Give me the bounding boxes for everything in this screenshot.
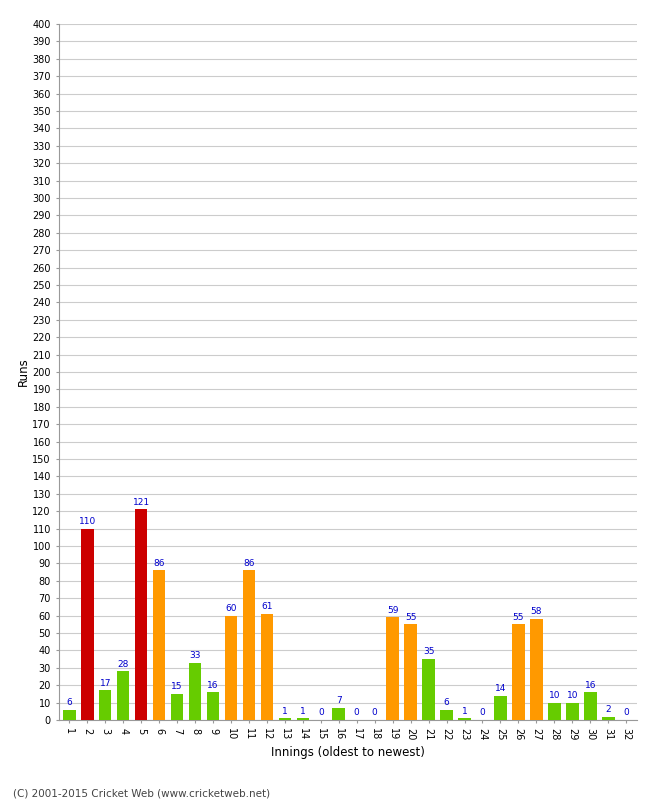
Bar xyxy=(261,614,273,720)
Bar xyxy=(602,717,614,720)
Bar xyxy=(458,718,471,720)
Text: 1: 1 xyxy=(300,706,306,716)
Bar xyxy=(404,624,417,720)
Text: 121: 121 xyxy=(133,498,150,507)
Bar xyxy=(440,710,453,720)
Bar xyxy=(99,690,112,720)
Bar xyxy=(422,659,435,720)
Text: 10: 10 xyxy=(567,691,578,700)
Text: 14: 14 xyxy=(495,684,506,693)
Y-axis label: Runs: Runs xyxy=(16,358,29,386)
Text: 15: 15 xyxy=(172,682,183,691)
Bar xyxy=(207,692,219,720)
Bar xyxy=(117,671,129,720)
Bar xyxy=(530,619,543,720)
Bar xyxy=(225,616,237,720)
Bar xyxy=(584,692,597,720)
Text: 28: 28 xyxy=(118,660,129,669)
Bar xyxy=(188,662,202,720)
Bar xyxy=(296,718,309,720)
Text: 35: 35 xyxy=(423,647,434,657)
Bar xyxy=(242,570,255,720)
Text: 55: 55 xyxy=(513,613,524,622)
Bar xyxy=(63,710,75,720)
X-axis label: Innings (oldest to newest): Innings (oldest to newest) xyxy=(271,746,424,758)
Text: 60: 60 xyxy=(225,604,237,613)
Text: 6: 6 xyxy=(444,698,449,707)
Text: 58: 58 xyxy=(530,607,542,617)
Text: 17: 17 xyxy=(99,679,111,688)
Text: 55: 55 xyxy=(405,613,417,622)
Text: 0: 0 xyxy=(480,708,486,718)
Text: 86: 86 xyxy=(153,558,165,568)
Bar xyxy=(81,529,94,720)
Bar xyxy=(333,708,345,720)
Text: 61: 61 xyxy=(261,602,272,611)
Text: (C) 2001-2015 Cricket Web (www.cricketweb.net): (C) 2001-2015 Cricket Web (www.cricketwe… xyxy=(13,788,270,798)
Bar xyxy=(512,624,525,720)
Text: 7: 7 xyxy=(336,696,342,706)
Text: 16: 16 xyxy=(584,681,596,690)
Bar xyxy=(386,618,399,720)
Bar xyxy=(494,696,507,720)
Text: 33: 33 xyxy=(189,651,201,660)
Text: 1: 1 xyxy=(282,706,288,716)
Bar xyxy=(171,694,183,720)
Bar xyxy=(566,702,578,720)
Text: 1: 1 xyxy=(462,706,467,716)
Text: 86: 86 xyxy=(243,558,255,568)
Bar xyxy=(279,718,291,720)
Text: 0: 0 xyxy=(318,708,324,718)
Text: 0: 0 xyxy=(354,708,359,718)
Text: 10: 10 xyxy=(549,691,560,700)
Text: 0: 0 xyxy=(623,708,629,718)
Text: 0: 0 xyxy=(372,708,378,718)
Bar xyxy=(153,570,165,720)
Bar xyxy=(135,510,148,720)
Text: 6: 6 xyxy=(66,698,72,707)
Text: 16: 16 xyxy=(207,681,219,690)
Text: 59: 59 xyxy=(387,606,398,614)
Bar xyxy=(548,702,561,720)
Text: 110: 110 xyxy=(79,517,96,526)
Text: 2: 2 xyxy=(605,705,611,714)
